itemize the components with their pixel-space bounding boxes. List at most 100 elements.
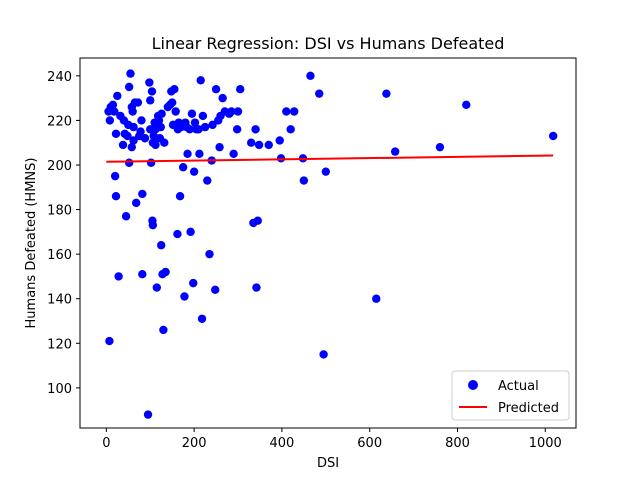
scatter-point [113,91,122,101]
scatter-point [435,142,445,152]
y-axis-label: Humans Defeated (HMNS) [24,158,39,329]
scatter-point [282,107,291,116]
scatter-point [161,267,170,277]
scatter-point [111,191,121,201]
x-axis-label: DSI [317,456,339,471]
x-tick-label: 1000 [529,436,562,451]
scatter-point [129,122,138,132]
scatter-point [114,272,123,281]
scatter-point [299,176,309,185]
scatter-point [105,336,114,346]
scatter-point [198,111,208,121]
y-tick-label: 180 [47,204,72,219]
scatter-point [462,100,471,110]
scatter-point [151,140,160,150]
scatter-point [286,125,295,134]
scatter-point [129,136,138,145]
scatter-point [200,122,210,132]
y-tick-label: 120 [47,337,72,352]
scatter-point [183,149,192,159]
scatter-point [159,325,168,335]
scatter-point [128,107,137,116]
y-tick-label: 200 [47,159,72,174]
scatter-point [124,158,134,167]
x-tick-label: 800 [445,436,470,451]
scatter-point [180,292,189,301]
y-tick-label: 100 [47,382,72,397]
scatter-point [195,149,204,159]
scatter-point [548,131,558,141]
x-axis-ticks: 0 200 400 600 800 1000 [102,428,562,451]
scatter-point [124,82,134,92]
x-tick-label: 400 [269,436,294,451]
scatter-point [157,241,166,250]
scatter-point [253,216,262,225]
scatter-point [254,140,264,150]
scatter-point [189,278,198,288]
scatter-point [157,109,166,118]
scatter-point [215,142,224,152]
scatter-point [321,167,331,176]
scatter-point [175,191,185,201]
scatter-point [167,98,177,107]
scatter-point [143,410,153,419]
scatter-point [382,89,391,98]
scatter-point [133,98,143,107]
scatter-point [185,125,194,134]
scatter-point [110,171,120,181]
scatter-point [118,140,128,150]
scatter-point [138,189,147,199]
scatter-point [246,138,256,147]
scatter-point [208,120,217,130]
scatter-points [104,69,558,419]
regression-line [106,154,554,163]
scatter-point [203,176,212,185]
scatter-point [233,107,243,116]
scatter-point [152,283,162,292]
scatter-point [205,249,214,259]
scatter-point [108,100,118,110]
x-tick-label: 600 [357,436,382,451]
scatter-point [136,127,145,136]
chart-title: Linear Regression: DSI vs Humans Defeate… [152,34,505,53]
legend-marker-actual [468,380,478,390]
scatter-point [372,294,381,303]
y-tick-label: 160 [47,248,72,263]
scatter-point [315,89,324,98]
scatter-point [275,136,284,145]
scatter-point [390,147,400,156]
scatter-point [276,154,286,163]
scatter-point [146,158,156,167]
scatter-point [170,85,179,94]
scatter-point [218,93,227,103]
scatter-point [121,212,131,221]
scatter-point [264,140,273,150]
scatter-point [127,142,136,152]
scatter-point [189,167,199,176]
scatter-point [173,229,182,239]
y-tick-label: 140 [47,293,72,308]
scatter-point [131,198,141,208]
scatter-point [232,125,242,134]
scatter-point [186,227,195,237]
scatter-point [194,125,203,134]
scatter-point [111,129,121,138]
scatter-point [105,116,115,125]
scatter-point [154,116,164,125]
scatter-point [210,285,220,295]
regression-line-layer [106,154,554,163]
legend-label-actual: Actual [498,379,539,394]
y-tick-label: 220 [47,114,72,129]
scatter-point [178,163,188,172]
scatter-point [160,138,169,147]
scatter-point [110,107,119,116]
scatter-point [190,118,200,127]
scatter-point [126,69,135,78]
legend: Actual Predicted [451,370,570,421]
scatter-point [229,149,238,159]
scatter-point [148,220,158,230]
scatter-point [140,134,150,143]
x-tick-label: 200 [182,436,207,451]
scatter-point [306,71,315,81]
